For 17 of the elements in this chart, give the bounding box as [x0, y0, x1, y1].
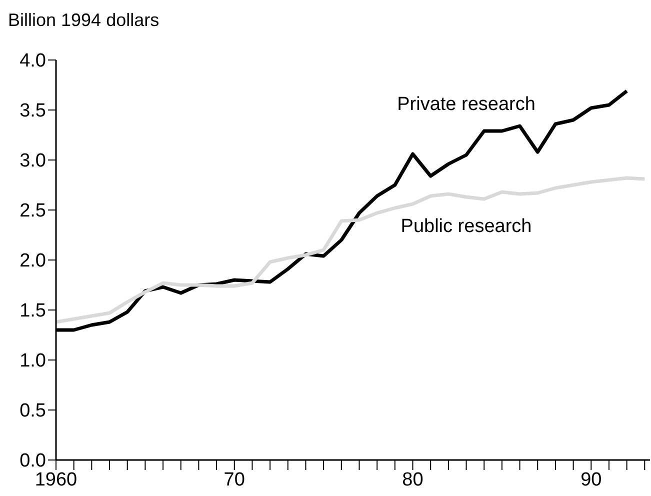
- y-tick-label: 2.0: [20, 250, 46, 272]
- line-series: [56, 176, 646, 324]
- y-tick-label: 3.0: [20, 150, 46, 172]
- x-tick-label: 80: [402, 469, 424, 490]
- y-tick-label: 3.5: [20, 100, 46, 122]
- y-tick-label: 1.5: [20, 300, 46, 322]
- x-tick-label: 1960: [34, 469, 78, 490]
- series-label: Public research: [400, 216, 532, 237]
- y-tick-label: 4.0: [20, 50, 46, 72]
- y-tick-label: 0.0: [20, 450, 46, 472]
- x-tick-label: 70: [224, 469, 245, 490]
- y-axis-title: Billion 1994 dollars: [8, 10, 160, 31]
- y-tick-label: 0.5: [20, 400, 46, 422]
- y-tick-label: 2.5: [20, 200, 46, 222]
- y-tick-label: 1.0: [20, 350, 46, 372]
- x-tick-label: 90: [580, 469, 602, 490]
- series-label: Private research: [397, 94, 536, 115]
